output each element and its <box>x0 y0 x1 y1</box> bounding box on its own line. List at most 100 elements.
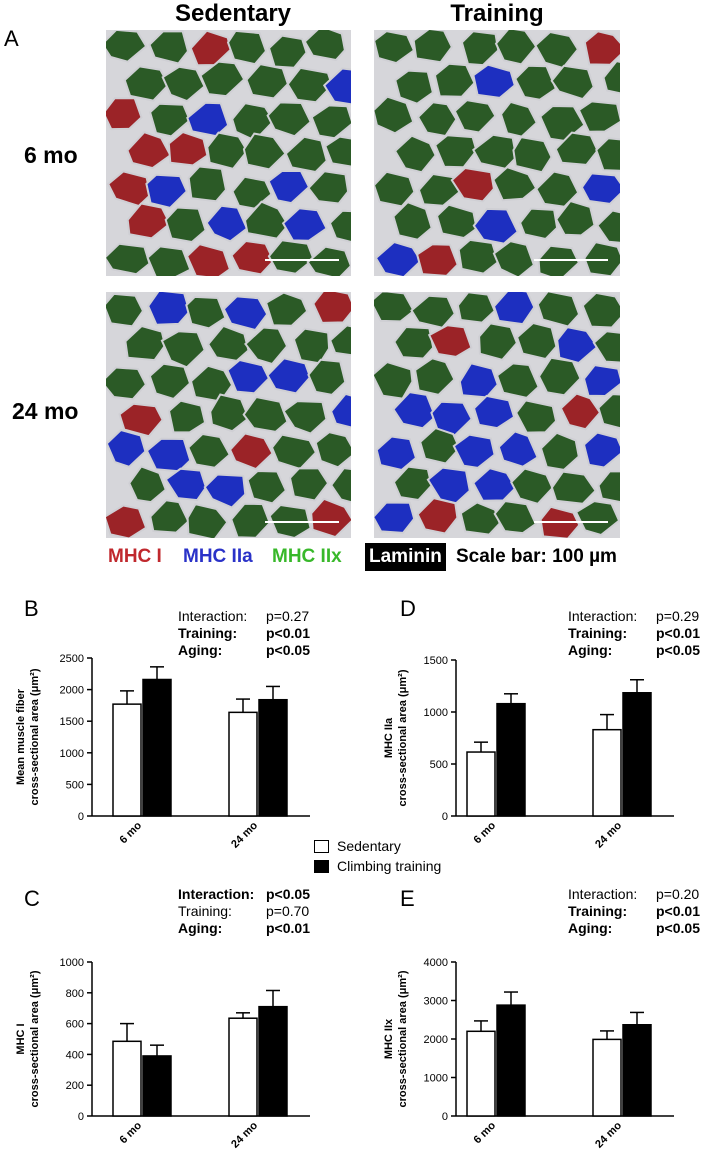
muscle-fiber <box>374 170 416 208</box>
stats-panel-b: Interaction: p=0.27 Training: p<0.01 Aging: p… <box>178 608 310 659</box>
stat-row: Training: p=0.70 <box>178 903 310 920</box>
bar-sedentary-24mo <box>228 1017 258 1117</box>
muscle-fiber <box>416 496 459 535</box>
stat-label: Interaction: <box>568 886 638 902</box>
muscle-fiber <box>574 500 620 537</box>
stat-label: Training: <box>178 903 232 919</box>
muscle-fiber <box>242 395 289 433</box>
muscle-fiber <box>597 393 620 430</box>
stats-panel-d: Interaction: p=0.29 Training: p<0.01 Aging: p… <box>568 608 700 659</box>
panel-letter-b: B <box>24 596 39 621</box>
stat-value: p<0.01 <box>266 625 310 641</box>
muscle-fiber <box>145 173 188 209</box>
muscle-fiber <box>126 202 172 240</box>
column-header-training: Training <box>450 0 544 27</box>
micrograph-sedentary-24mo <box>106 292 351 538</box>
muscle-fiber <box>128 465 167 504</box>
bar-sedentary-6mo <box>466 751 496 817</box>
stat-label: Aging: <box>178 642 223 658</box>
muscle-fiber <box>514 64 558 101</box>
bar-sedentary-6mo <box>466 1030 496 1117</box>
panel-letter-a: A <box>4 26 19 51</box>
y-axis-label-line1: MHC IIx <box>383 1018 395 1059</box>
muscle-fiber <box>206 131 249 170</box>
stats-panel-c: Interaction: p<0.05 Training: p=0.70 Aging: p… <box>178 886 310 937</box>
legend-label-sedentary: Sedentary <box>337 838 401 854</box>
muscle-fiber <box>199 60 246 98</box>
muscle-fiber <box>123 65 170 102</box>
bar-chart-svg: 0 500 1000 1500 MHC IIa cross-sectional area … <box>383 655 674 851</box>
muscle-fiber <box>393 325 435 360</box>
muscle-fiber <box>592 330 620 364</box>
fiber-cross-section-image <box>374 292 620 538</box>
stat-value: p=0.29 <box>656 608 700 624</box>
y-tick-label: 3000 <box>424 996 448 1008</box>
muscle-fiber <box>597 470 620 504</box>
muscle-fiber <box>149 499 190 534</box>
y-tick-label: 2000 <box>424 1034 448 1046</box>
muscle-fiber <box>164 206 207 244</box>
muscle-fiber <box>415 243 459 276</box>
muscle-fiber <box>246 469 288 505</box>
fiber-cross-section-image <box>374 30 620 276</box>
stat-label: Interaction: <box>178 886 255 902</box>
legend-mhc2x: MHC IIx <box>272 546 342 567</box>
muscle-fiber <box>459 501 501 536</box>
muscle-fiber <box>312 292 351 324</box>
muscle-fiber <box>307 358 347 396</box>
muscle-fiber <box>161 65 206 103</box>
y-tick-label: 400 <box>66 1049 84 1061</box>
muscle-fiber <box>414 357 456 396</box>
y-axis-label-line2: cross-sectional area (μm²) <box>397 970 409 1107</box>
stat-label: Interaction: <box>178 608 248 624</box>
bar-chart-svg: 0 1000 2000 3000 4000 MHC IIx cross-sectional … <box>383 957 674 1151</box>
muscle-fiber <box>427 324 473 358</box>
muscle-fiber <box>106 292 145 328</box>
y-tick-label: 0 <box>78 811 84 823</box>
y-tick-label: 1500 <box>424 655 448 667</box>
muscle-fiber <box>582 431 620 469</box>
muscle-fiber <box>494 30 538 66</box>
muscle-fiber <box>433 134 478 169</box>
muscle-fiber <box>292 327 331 365</box>
muscle-fiber <box>306 245 351 276</box>
muscle-fiber <box>187 165 228 203</box>
row-label-6mo: 6 mo <box>24 142 78 168</box>
muscle-fiber <box>267 34 308 69</box>
muscle-fiber <box>478 322 519 361</box>
muscle-fiber <box>456 292 496 324</box>
muscle-fiber <box>124 324 167 362</box>
muscle-fiber <box>596 209 620 244</box>
bar-training-6mo <box>142 678 172 817</box>
stat-row: Interaction: p=0.29 <box>568 608 700 625</box>
stat-value: p<0.05 <box>656 642 700 658</box>
y-tick-label: 200 <box>66 1080 84 1092</box>
muscle-fiber <box>595 137 620 172</box>
bar-training-6mo <box>496 702 526 817</box>
muscle-fiber <box>310 497 351 538</box>
muscle-fiber <box>266 101 312 138</box>
muscle-fiber <box>374 501 416 534</box>
muscle-fiber <box>146 245 192 276</box>
muscle-fiber <box>550 64 595 101</box>
muscle-fiber <box>303 30 346 62</box>
muscle-fiber <box>577 100 620 133</box>
muscle-fiber <box>550 470 597 505</box>
muscle-fiber <box>206 324 250 362</box>
x-category-label: 6 mo <box>117 1119 144 1146</box>
y-tick-label: 800 <box>66 988 84 1000</box>
stat-value: p<0.01 <box>656 625 700 641</box>
fiber-cross-section-image <box>106 30 351 276</box>
muscle-fiber <box>329 467 351 504</box>
bar-training-24mo <box>258 698 288 817</box>
y-axis-label-line2: cross-sectional area (μm²) <box>397 669 409 806</box>
muscle-fiber <box>264 292 309 327</box>
muscle-fiber <box>226 30 268 66</box>
muscle-fiber <box>492 166 538 202</box>
muscle-fiber <box>281 207 328 242</box>
stat-label: Aging: <box>568 642 613 658</box>
y-tick-label: 2500 <box>60 653 84 665</box>
muscle-fiber <box>472 394 516 430</box>
muscle-fiber <box>160 330 206 369</box>
